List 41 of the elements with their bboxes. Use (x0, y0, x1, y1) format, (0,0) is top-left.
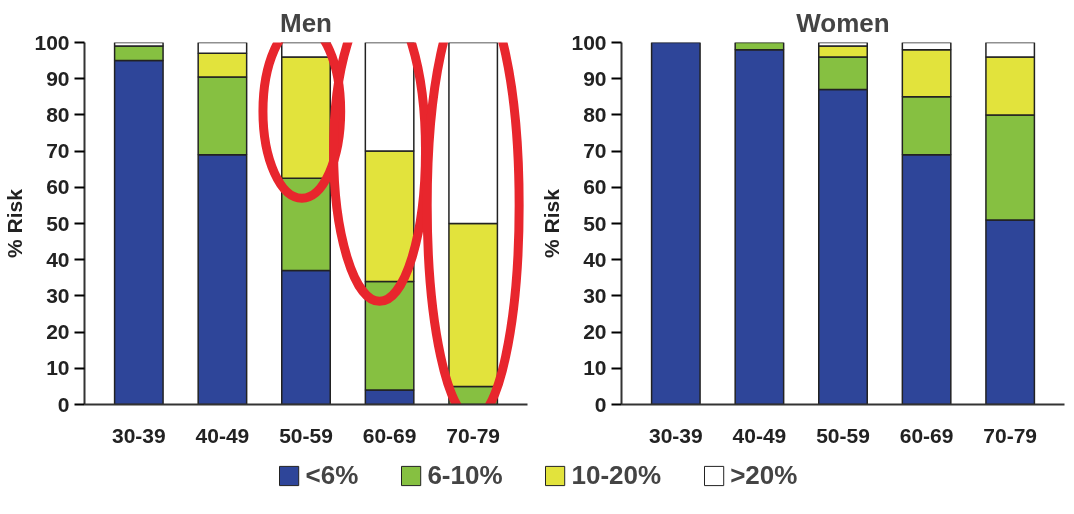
x-tick-label: 30-39 (111, 423, 166, 447)
x-tick-label: 50-59 (279, 423, 333, 447)
y-tick-label: 90 (583, 66, 607, 90)
y-tick-label: 0 (57, 392, 70, 416)
legend-label: 6-10% (427, 459, 503, 491)
y-tick-label: 30 (46, 283, 70, 307)
y-tick-label: 20 (583, 320, 607, 344)
y-tick-label: 40 (583, 247, 607, 271)
x-tick-label: 30-39 (648, 423, 703, 447)
x-tick-label: 60-69 (899, 423, 954, 447)
y-tick-label: 90 (46, 66, 70, 90)
x-tick-label: 40-49 (732, 423, 787, 447)
legend-label: >20% (730, 459, 798, 491)
x-tick-label: 60-69 (362, 423, 417, 447)
y-tick-label: 10 (583, 356, 607, 380)
y-tick-label: 0 (594, 392, 607, 416)
y-tick-label: 80 (46, 102, 70, 126)
y-tick-label: 40 (46, 247, 70, 271)
legend-label: <6% (305, 459, 359, 491)
y-tick-label: 60 (46, 175, 70, 199)
y-axis-title: % Risk (540, 188, 564, 258)
y-tick-label: 70 (583, 139, 607, 163)
y-tick-label: 50 (583, 211, 607, 235)
y-axis-title: % Risk (3, 188, 27, 258)
y-tick-label: 50 (46, 211, 70, 235)
x-tick-label: 40-49 (195, 423, 250, 447)
x-tick-label: 70-79 (446, 423, 501, 447)
y-tick-label: 20 (46, 320, 70, 344)
y-tick-label: 100 (34, 30, 70, 54)
y-tick-label: 10 (46, 356, 70, 380)
y-tick-label: 80 (583, 102, 607, 126)
legend-label: 10-20% (571, 459, 662, 491)
y-tick-label: 100 (571, 30, 607, 54)
chart-title: Women (796, 7, 890, 38)
x-tick-label: 70-79 (983, 423, 1038, 447)
y-tick-label: 70 (46, 139, 70, 163)
x-tick-label: 50-59 (816, 423, 870, 447)
chart-title: Men (280, 7, 332, 38)
y-tick-label: 30 (583, 283, 607, 307)
bar (650, 42, 701, 405)
y-tick-label: 60 (583, 175, 607, 199)
